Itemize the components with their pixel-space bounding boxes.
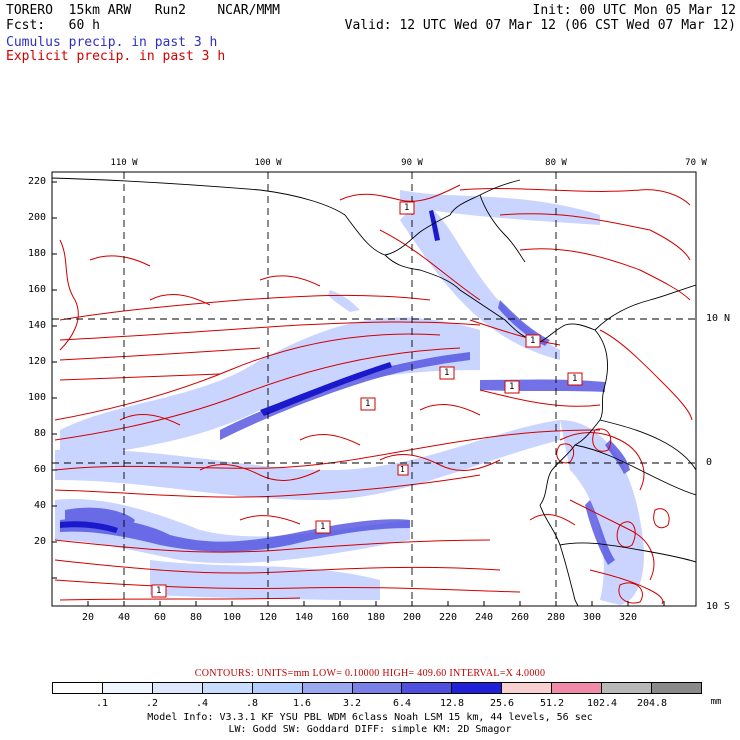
x-tick-label: 320: [618, 612, 638, 623]
forecast-hour: Fcst: 60 h: [6, 18, 100, 33]
legend-unit: mm: [710, 697, 722, 707]
x-tick-label: 60: [153, 612, 167, 623]
lat-label: 0: [706, 457, 713, 468]
y-tick-label: 140: [27, 320, 46, 331]
legend-swatch: [452, 683, 503, 693]
y-tick-label: 120: [27, 356, 46, 367]
cumulus-label: Cumulus precip. in past 3 h: [6, 35, 218, 50]
lon-label: 80 W: [545, 158, 567, 168]
box-label: 1: [572, 374, 578, 384]
legend-swatch: [102, 683, 153, 693]
x-tick-label: 80: [189, 612, 203, 623]
coastlines: [52, 177, 696, 606]
legend-label: 1.6: [292, 698, 312, 709]
y-tick-label: 180: [27, 248, 46, 259]
legend-label: 25.6: [489, 698, 515, 709]
lon-label: 90 W: [401, 158, 423, 168]
legend-swatch: [252, 683, 303, 693]
color-legend: [52, 682, 702, 694]
box-label: 1: [320, 522, 326, 532]
x-tick-label: 260: [510, 612, 530, 623]
lat-label: 10 N: [706, 313, 731, 324]
latlon-grid: [52, 172, 696, 606]
x-tick-label: 180: [366, 612, 386, 623]
box-label: 1: [509, 382, 515, 392]
explicit-precip-contours: [54, 184, 693, 605]
legend-label: 204.8: [636, 698, 668, 709]
legend-swatch: [502, 683, 553, 693]
contours-info: CONTOURS: UNITS=mm LOW= 0.10000 HIGH= 40…: [194, 668, 546, 679]
darkest-precip-bands: [60, 210, 440, 533]
x-tick-label: 120: [258, 612, 278, 623]
lon-label: 100 W: [254, 158, 282, 168]
legend-swatch: [202, 683, 253, 693]
box-label: 1: [404, 203, 410, 213]
y-tick-label: 20: [33, 536, 46, 547]
map-frame: [51, 171, 697, 607]
y-tick-label: 80: [33, 428, 46, 439]
legend-label: 3.2: [342, 698, 362, 709]
legend-label: .8: [245, 698, 259, 709]
legend-label: .2: [145, 698, 159, 709]
legend-swatch: [352, 683, 403, 693]
y-tick-label: 200: [27, 212, 46, 223]
x-tick-label: 140: [294, 612, 314, 623]
model-info-line1: Model Info: V3.3.1 KF YSU PBL WDM 6class…: [147, 712, 593, 723]
legend-label: .1: [95, 698, 109, 709]
x-tick-label: 100: [222, 612, 242, 623]
y-tick-label: 160: [27, 284, 46, 295]
y-tick-label: 40: [33, 500, 46, 511]
contour-label-boxes: [151, 201, 583, 598]
legend-swatch: [302, 683, 353, 693]
box-label: 1: [400, 465, 405, 474]
x-tick-label: 160: [330, 612, 350, 623]
y-tick-label: 220: [27, 176, 46, 187]
legend-label: 51.2: [539, 698, 565, 709]
legend-swatch: [152, 683, 203, 693]
legend-label: 12.8: [439, 698, 465, 709]
legend-label: 102.4: [586, 698, 618, 709]
legend-swatch: [53, 683, 103, 693]
legend-swatch: [402, 683, 453, 693]
valid-time: Valid: 12 UTC Wed 07 Mar 12 (06 CST Wed …: [344, 18, 736, 33]
model-title: TORERO 15km ARW Run2 NCAR/MMM: [6, 3, 280, 18]
legend-label: .4: [195, 698, 209, 709]
y-tick-label: 100: [27, 392, 46, 403]
box-label: 1: [530, 336, 536, 346]
legend-swatch: [552, 683, 603, 693]
cumulus-precip-bands: [55, 190, 644, 605]
legend-swatch: [602, 683, 653, 693]
x-tick-label: 300: [582, 612, 602, 623]
axis-ticks: [52, 181, 665, 606]
legend-swatch: [652, 683, 701, 693]
init-time: Init: 00 UTC Mon 05 Mar 12: [532, 3, 737, 18]
x-tick-label: 20: [81, 612, 95, 623]
legend-label: 6.4: [392, 698, 412, 709]
explicit-label: Explicit precip. in past 3 h: [6, 49, 226, 64]
lon-label: 70 W: [685, 158, 707, 168]
x-tick-label: 40: [117, 612, 131, 623]
box-label: 1: [156, 586, 162, 596]
x-tick-label: 200: [402, 612, 422, 623]
x-tick-label: 280: [546, 612, 566, 623]
y-tick-label: 60: [33, 464, 46, 475]
lat-label: 10 S: [706, 601, 731, 612]
model-info-line2: LW: Godd SW: Goddard DIFF: simple KM: 2D…: [228, 724, 512, 735]
box-label: 1: [365, 399, 371, 409]
lon-label: 110 W: [110, 158, 138, 168]
x-tick-label: 220: [438, 612, 458, 623]
x-tick-label: 240: [474, 612, 494, 623]
box-label: 1: [444, 368, 450, 378]
